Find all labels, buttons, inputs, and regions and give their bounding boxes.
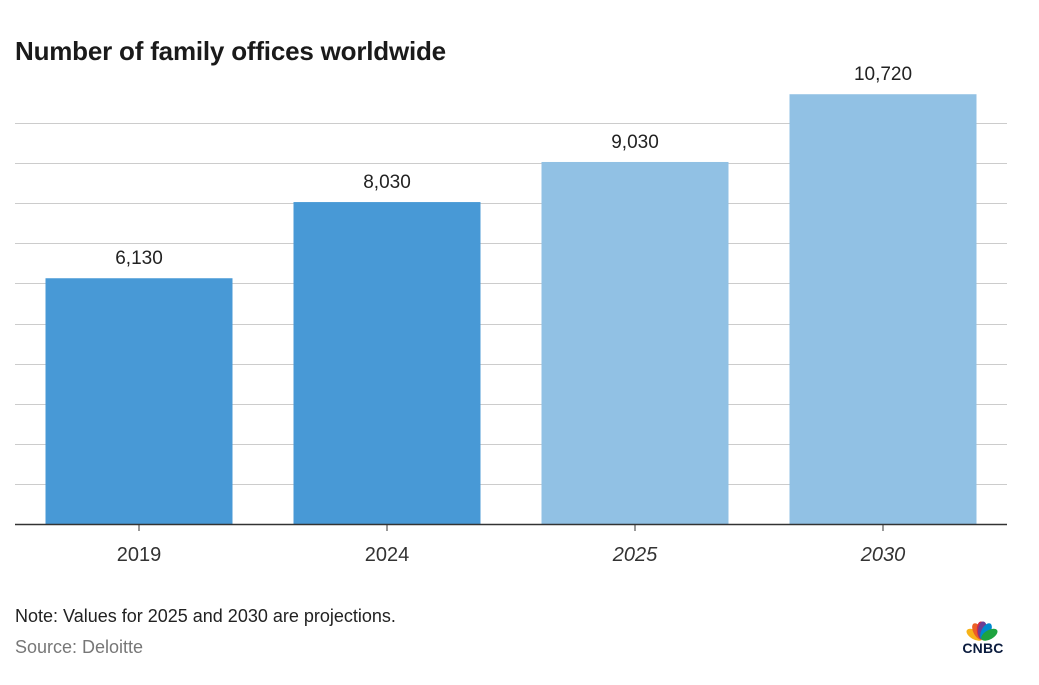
- x-tick-label-2025: 2025: [612, 544, 658, 566]
- x-axis: 2019 2024 2025 2030: [15, 523, 1007, 566]
- chart-note: Note: Values for 2025 and 2030 are proje…: [15, 606, 396, 626]
- chart-source: Source: Deloitte: [15, 637, 144, 657]
- peacock-icon: [966, 621, 998, 641]
- x-tick-label-2024: 2024: [365, 544, 410, 566]
- bars: [45, 94, 977, 524]
- chart-title: Number of family offices worldwide: [15, 36, 446, 66]
- bar-2030: [789, 94, 977, 524]
- bar-chart: 6,130 8,030 9,030 10,720 2019 2024 2025 2030: [15, 64, 1007, 566]
- x-tick-label-2030: 2030: [860, 544, 906, 566]
- value-label-2024: 8,030: [363, 172, 411, 193]
- cnbc-logo-text: CNBC: [962, 640, 1004, 656]
- bar-2025: [541, 161, 729, 524]
- value-label-2019: 6,130: [115, 248, 163, 269]
- bar-2019: [45, 278, 233, 524]
- value-label-2025: 9,030: [611, 132, 659, 153]
- peacock-feathers: [966, 621, 998, 641]
- bar-2024: [293, 202, 481, 524]
- value-label-2030: 10,720: [854, 64, 912, 85]
- x-tick-label-2019: 2019: [117, 544, 162, 566]
- value-labels: 6,130 8,030 9,030 10,720: [115, 64, 912, 269]
- peacock-feather: [981, 628, 998, 641]
